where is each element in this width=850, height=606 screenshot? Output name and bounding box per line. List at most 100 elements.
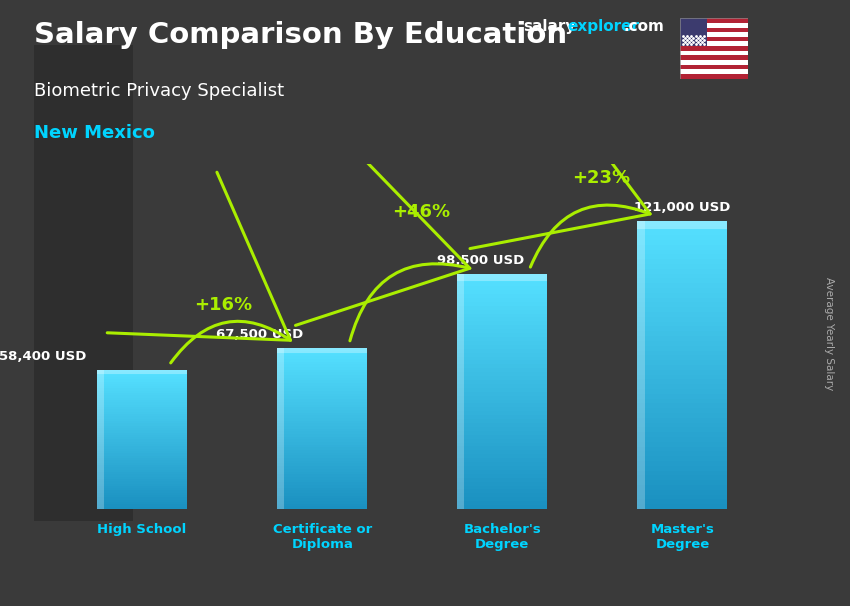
Bar <box>457 450 547 454</box>
Bar <box>638 360 728 365</box>
Bar <box>638 447 728 451</box>
Bar <box>97 398 187 400</box>
Bar <box>277 428 367 431</box>
Bar <box>638 317 728 322</box>
Bar <box>277 353 367 356</box>
Bar <box>638 225 728 230</box>
Text: +16%: +16% <box>194 296 252 315</box>
Bar <box>457 388 547 391</box>
Bar <box>457 407 547 411</box>
Bar <box>97 495 187 498</box>
Bar <box>277 375 367 378</box>
FancyArrowPatch shape <box>296 136 470 341</box>
Bar <box>277 394 367 396</box>
Bar <box>457 298 547 302</box>
Bar <box>457 290 547 294</box>
Bar <box>638 288 728 293</box>
Bar <box>277 402 367 405</box>
Bar <box>638 298 728 302</box>
Bar <box>638 259 728 264</box>
Bar <box>638 471 728 476</box>
Bar <box>457 356 547 361</box>
Bar <box>97 433 187 435</box>
Bar <box>457 435 547 439</box>
Bar <box>457 498 547 501</box>
Bar <box>638 494 728 499</box>
Bar <box>97 400 187 402</box>
Bar <box>457 462 547 466</box>
Bar <box>638 394 728 399</box>
Bar <box>680 23 748 27</box>
Bar <box>457 278 547 282</box>
Bar <box>277 372 367 375</box>
Bar <box>97 481 187 484</box>
Bar <box>97 437 187 439</box>
Bar <box>97 425 187 428</box>
Bar <box>97 439 187 442</box>
Bar <box>638 336 728 341</box>
FancyArrowPatch shape <box>107 172 291 363</box>
Bar <box>638 230 728 235</box>
Bar <box>97 411 187 414</box>
Bar <box>97 500 187 502</box>
Bar <box>97 414 187 416</box>
Bar <box>680 18 707 46</box>
Bar <box>457 333 547 337</box>
Bar <box>457 458 547 462</box>
Bar <box>277 410 367 413</box>
Bar <box>277 426 367 428</box>
Bar <box>97 421 187 423</box>
Text: explorer: explorer <box>567 19 639 35</box>
Bar <box>277 490 367 493</box>
Bar <box>457 313 547 318</box>
Bar <box>97 458 187 461</box>
Bar <box>680 32 748 37</box>
Bar <box>277 482 367 485</box>
Bar <box>277 356 367 359</box>
Bar <box>680 41 748 46</box>
Bar <box>277 405 367 407</box>
Bar <box>97 451 187 453</box>
Bar <box>97 504 187 507</box>
Bar <box>277 431 367 434</box>
Bar <box>680 56 748 60</box>
Bar <box>97 377 187 379</box>
Bar <box>638 245 728 250</box>
Bar <box>638 240 728 245</box>
Bar <box>97 484 187 486</box>
Bar <box>277 391 367 394</box>
Bar <box>277 388 367 391</box>
Bar <box>457 341 547 345</box>
Bar <box>277 423 367 426</box>
Bar <box>277 364 367 367</box>
Bar <box>638 355 728 360</box>
Bar <box>457 482 547 485</box>
Bar <box>277 381 367 383</box>
Bar <box>638 302 728 307</box>
Bar <box>97 449 187 451</box>
Bar <box>97 498 187 500</box>
Bar <box>457 368 547 372</box>
Bar <box>277 437 367 439</box>
Bar <box>277 493 367 496</box>
Bar <box>457 310 547 313</box>
Bar <box>97 409 187 411</box>
Bar <box>97 402 187 405</box>
Bar <box>457 411 547 415</box>
Bar <box>277 359 367 362</box>
Text: Average Yearly Salary: Average Yearly Salary <box>824 277 834 390</box>
Bar <box>680 46 748 51</box>
Bar <box>97 372 187 375</box>
Bar <box>457 485 547 490</box>
Bar <box>277 453 367 456</box>
Bar <box>638 370 728 375</box>
Bar <box>97 486 187 488</box>
Bar <box>638 490 728 494</box>
Bar <box>277 415 367 418</box>
Bar <box>457 399 547 404</box>
Bar <box>97 465 187 467</box>
Bar <box>277 367 367 370</box>
Bar <box>97 474 187 476</box>
Text: 58,400 USD: 58,400 USD <box>0 350 87 363</box>
Bar <box>638 413 728 418</box>
